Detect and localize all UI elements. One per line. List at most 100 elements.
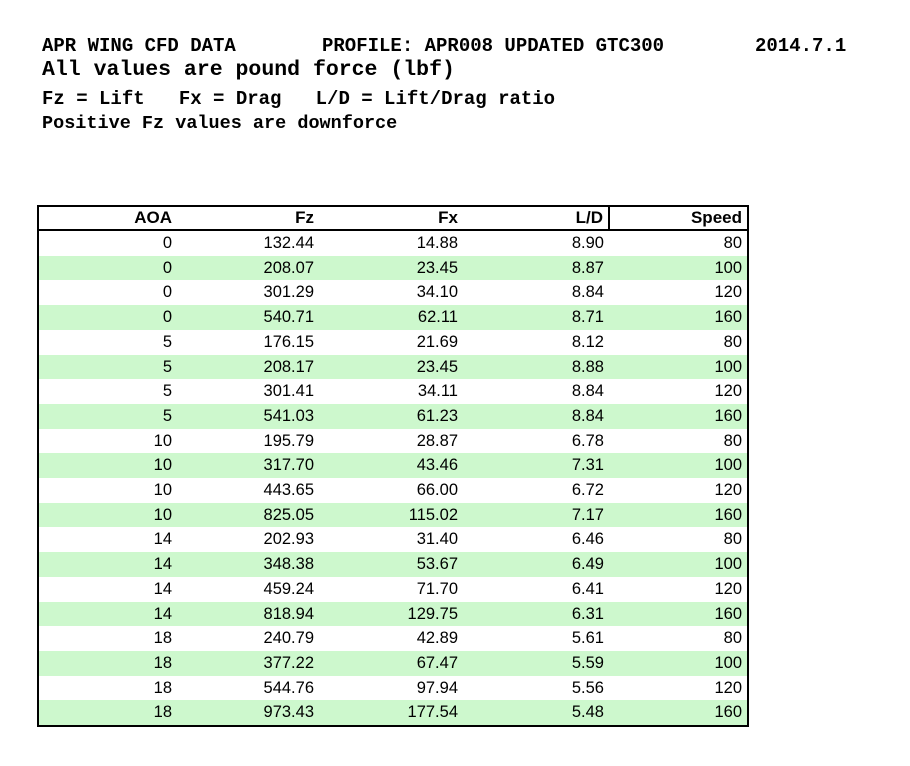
table-cell: 5 (162, 332, 172, 351)
table-cell: 540.71 (263, 308, 314, 327)
table-row: 10 195.79 28.87 6.78 80 (38, 428, 748, 454)
version-date: 2014.7.1 (755, 35, 847, 57)
table-cell: 80 (723, 431, 742, 450)
page-title: APR WING CFD DATA (42, 35, 236, 57)
table-cell: 160 (714, 604, 742, 623)
table-cell: 0 (162, 308, 172, 327)
column-header-fz: Fz (177, 206, 319, 231)
table-cell: 62.11 (417, 308, 458, 327)
table-cell: 5.59 (571, 653, 604, 672)
table-cell: 18 (153, 653, 172, 672)
table-cell: 160 (714, 703, 742, 722)
downforce-note: Positive Fz values are downforce (42, 113, 398, 134)
table-row: 14 818.94 129.75 6.31 160 (38, 601, 748, 627)
table-cell: 8.84 (571, 406, 604, 425)
column-header-aoa: AOA (38, 206, 177, 231)
table-cell: 825.05 (263, 505, 314, 524)
table-cell: 120 (714, 678, 742, 697)
table-row: 5 176.15 21.69 8.12 80 (38, 329, 748, 355)
table-cell: 317.70 (263, 456, 314, 475)
column-header-speed: Speed (608, 206, 748, 231)
table-cell: 459.24 (263, 579, 314, 598)
table-cell: 28.87 (416, 431, 458, 450)
table-cell: 6.49 (571, 555, 604, 574)
table-cell: 5.61 (571, 629, 604, 648)
table-row: 14 348.38 53.67 6.49 100 (38, 552, 748, 577)
table-cell: 132.44 (263, 234, 314, 252)
table-cell: 10 (153, 431, 172, 450)
table-cell: 100 (714, 653, 742, 672)
table-cell: 301.29 (263, 283, 314, 302)
table-cell: 100 (714, 456, 742, 475)
table-cell: 6.78 (571, 431, 604, 450)
table-cell: 120 (714, 382, 742, 401)
table-cell: 160 (714, 406, 742, 425)
table-cell: 31.40 (416, 530, 458, 549)
table-cell: 177.54 (407, 703, 458, 722)
table-cell: 34.11 (417, 382, 458, 401)
table-cell: 973.43 (263, 703, 314, 722)
table-cell: 0 (162, 283, 172, 302)
table-cell: 176.15 (263, 332, 314, 351)
table-cell: 14 (153, 555, 172, 574)
table-cell: 348.38 (263, 555, 314, 574)
table-cell: 14.88 (416, 234, 458, 252)
table-cell: 100 (714, 258, 742, 277)
table-cell: 23.45 (416, 258, 458, 277)
table-row: 5 541.03 61.23 8.84 160 (38, 403, 748, 429)
table-cell: 541.03 (263, 406, 314, 425)
table-cell: 14 (153, 579, 172, 598)
table-cell: 120 (714, 481, 742, 500)
table-row: 14 202.93 31.40 6.46 80 (38, 527, 748, 553)
table-cell: 5.48 (571, 703, 604, 722)
table-cell: 18 (153, 629, 172, 648)
table-cell: 5 (162, 382, 172, 401)
table-cell: 53.67 (416, 555, 458, 574)
table-cell: 18 (153, 703, 172, 722)
table-cell: 10 (153, 505, 172, 524)
table-cell: 208.07 (263, 258, 314, 277)
table-cell: 100 (714, 357, 742, 376)
table-cell: 202.93 (263, 530, 314, 549)
table-row: 18 377.22 67.47 5.59 100 (38, 650, 748, 676)
table-row: 10 825.05 115.02 7.17 160 (38, 502, 748, 528)
table-row: 0 301.29 34.10 8.84 120 (38, 280, 748, 306)
table-cell: 8.12 (571, 332, 604, 351)
table-cell: 0 (162, 258, 172, 277)
table-cell: 8.87 (571, 258, 604, 277)
table-row: 5 301.41 34.11 8.84 120 (38, 379, 748, 404)
table-cell: 544.76 (263, 678, 314, 697)
table-cell: 97.94 (416, 678, 458, 697)
table-row: 18 240.79 42.89 5.61 80 (38, 626, 748, 651)
table-cell: 14 (153, 604, 172, 623)
table-cell: 8.84 (571, 382, 604, 401)
table-cell: 7.31 (571, 456, 604, 475)
table-cell: 80 (723, 234, 742, 252)
table-row: 10 443.65 66.00 6.72 120 (38, 478, 748, 503)
table-cell: 115.02 (408, 505, 458, 524)
table-cell: 6.72 (571, 481, 604, 500)
table-cell: 23.45 (416, 357, 458, 376)
table-cell: 66.00 (416, 481, 458, 500)
table-row: 14 459.24 71.70 6.41 120 (38, 576, 748, 602)
table-cell: 7.17 (571, 505, 604, 524)
table-cell: 61.23 (416, 406, 458, 425)
table-cell: 10 (153, 481, 172, 500)
table-body: 0 132.44 14.88 8.90 80 0 208.07 23.45 8.87 100 0 30… (38, 230, 748, 727)
table-header-row: AOA Fz Fx L/D Speed (38, 206, 748, 231)
table-cell: 120 (714, 283, 742, 302)
table-cell: 240.79 (263, 629, 314, 648)
units-subtitle: All values are pound force (lbf) (42, 58, 455, 82)
table-cell: 34.10 (416, 283, 458, 302)
cfd-data-table: AOA Fz Fx L/D Speed 0 132.44 14.88 8.90 80 0 2… (37, 205, 749, 728)
table-cell: 0 (162, 234, 172, 252)
table-cell: 6.41 (571, 579, 604, 598)
table-row: 0 540.71 62.11 8.71 160 (38, 305, 748, 330)
table-cell: 6.31 (571, 604, 604, 623)
table-row: 10 317.70 43.46 7.31 100 (38, 453, 748, 479)
table-cell: 10 (153, 456, 172, 475)
table-cell: 301.41 (263, 382, 314, 401)
table-cell: 160 (714, 505, 742, 524)
table-cell: 21.69 (416, 332, 458, 351)
table-cell: 195.79 (263, 431, 314, 450)
